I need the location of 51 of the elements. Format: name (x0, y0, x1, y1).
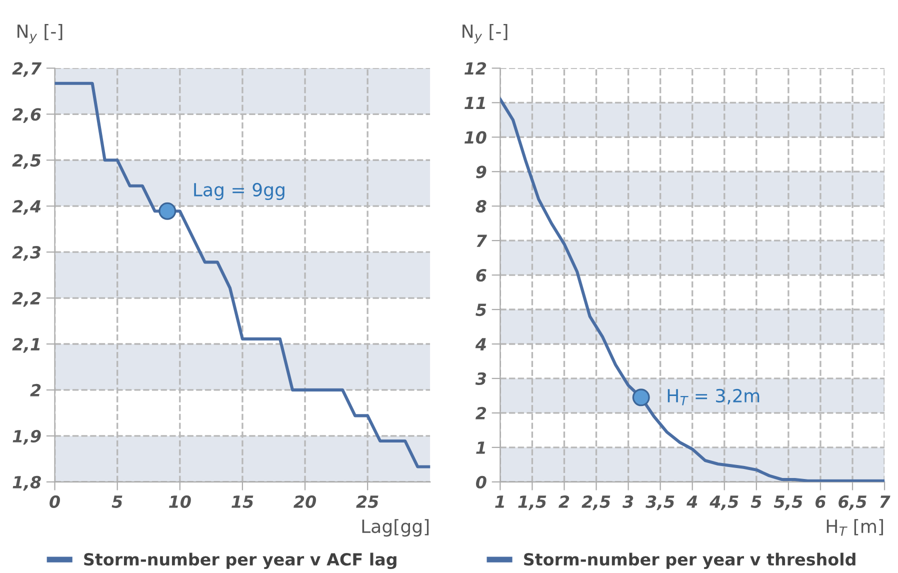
y-tick-label: 2,7 (12, 62, 42, 77)
x-axis-title: Lag[gg] (362, 519, 429, 537)
y-tick-label: 2,1 (12, 338, 40, 353)
x-tick-label: 2,5 (582, 495, 610, 510)
y-tick-label: 4 (475, 338, 486, 350)
y-tick-label: 1,8 (12, 476, 41, 491)
y-tick-label: 2,3 (12, 246, 41, 261)
x-tick-label: 5 (750, 496, 762, 508)
x-tick-label: 0 (50, 495, 60, 508)
line-series (54, 82, 430, 468)
y-tick-label: 2,5 (12, 154, 41, 169)
y-tick-label: 1,9 (12, 430, 41, 445)
x-tick-label: 25 (356, 495, 378, 508)
x-tick-label: 2 (558, 495, 570, 508)
y-tick-label: 3 (475, 372, 486, 386)
x-tick-label: 15 (232, 496, 254, 508)
x-axis-title: H$_{T}$ [m] (826, 519, 883, 536)
y-axis-title: N$_{y}$ [-] (462, 24, 508, 44)
x-tick-label: 1 (495, 496, 504, 508)
y-tick-label: 6 (476, 269, 486, 282)
y-tick-label: 2,2 (12, 292, 41, 307)
y-tick-label: 7 (476, 234, 487, 247)
annotation: Lag = 9gg (194, 182, 284, 200)
annotation: H$_{T}$ = 3,2m (668, 388, 760, 406)
legend-label: Storm-number per year v ACF lag (84, 552, 396, 570)
x-tick-label: 6,5 (838, 495, 866, 510)
x-tick-label: 10 (169, 495, 191, 508)
y-tick-label: 5 (476, 304, 486, 316)
x-tick-label: 5,5 (774, 496, 802, 510)
legend-label: Storm-number per year v threshold (524, 552, 856, 570)
x-tick-label: 6 (816, 495, 826, 508)
x-tick-label: 4,5 (710, 496, 738, 510)
y-tick-label: 9 (476, 166, 486, 178)
x-tick-label: 4 (686, 496, 698, 508)
x-tick-label: 7 (880, 496, 890, 508)
y-tick-label: 8 (476, 200, 486, 213)
y-tick-label: 10 (464, 131, 486, 144)
x-tick-label: 3 (622, 495, 634, 508)
y-tick-label: 1 (476, 442, 486, 454)
x-tick-label: 5 (112, 496, 122, 508)
y-tick-label: 2,6 (12, 108, 41, 123)
x-tick-label: 1,5 (518, 496, 546, 510)
y-tick-label: 2,4 (12, 200, 41, 215)
y-tick-label: 2 (476, 406, 486, 420)
y-tick-label: 11 (464, 96, 486, 109)
y-axis-title: N$_{y}$ [-] (18, 24, 62, 44)
x-tick-label: 3,5 (646, 495, 674, 510)
y-tick-label: 0 (476, 476, 486, 488)
x-tick-label: 20 (294, 495, 316, 508)
y-tick-label: 2 (30, 384, 41, 396)
y-tick-label: 12 (464, 62, 486, 75)
